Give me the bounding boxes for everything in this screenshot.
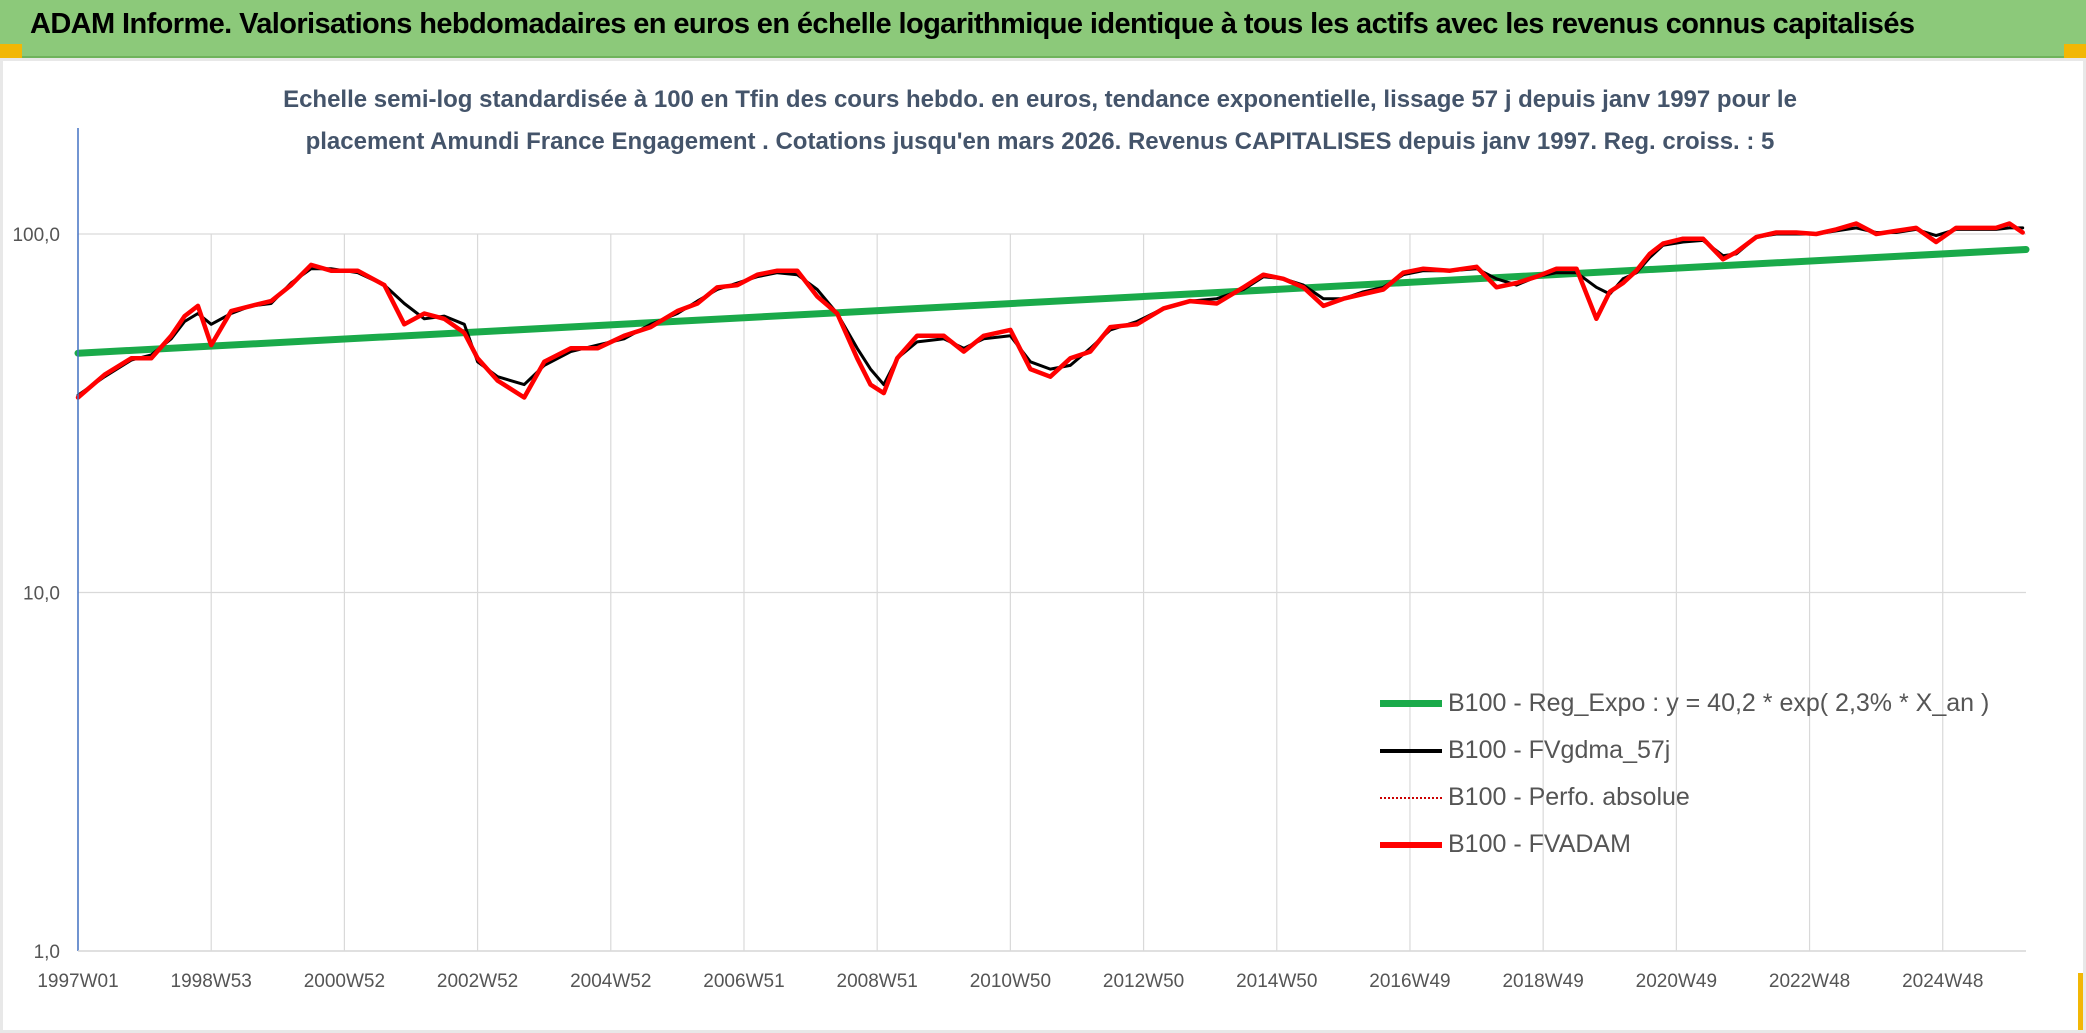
report-banner: ADAM Informe. Valorisations hebdomadaire… [0, 0, 2086, 58]
x-tick-label: 2018W49 [1502, 971, 1583, 992]
x-tick-label: 1997W01 [37, 971, 118, 992]
series-line-perf [77, 222, 2024, 399]
legend-label-trend: B100 - Reg_Expo : y = 40,2 * exp( 2,3% *… [1448, 689, 1990, 717]
legend-swatch-trend [1380, 700, 1442, 707]
chart-legend: B100 - Reg_Expo : y = 40,2 * exp( 2,3% *… [1380, 680, 1989, 868]
chart-subtitle-line1: Echelle semi-log standardisée à 100 en T… [283, 86, 1797, 113]
x-tick-label: 2016W49 [1369, 971, 1450, 992]
corner-marker [0, 44, 22, 58]
x-tick-label: 2012W50 [1103, 971, 1184, 992]
chart-frame [0, 58, 2086, 1033]
x-tick-label: 2002W52 [437, 971, 518, 992]
legend-swatch-fvadam [1380, 841, 1442, 848]
legend-label-perf: B100 - Perfo. absolue [1448, 783, 1690, 811]
x-tick-label: 1998W53 [171, 971, 252, 992]
legend-label-fvadam: B100 - FVADAM [1448, 830, 1631, 858]
x-tick-label: 2004W52 [570, 971, 651, 992]
legend-label-smooth: B100 - FVgdma_57j [1448, 736, 1671, 764]
x-tick-label: 2024W48 [1902, 971, 1983, 992]
y-tick-label: 100,0 [12, 225, 60, 246]
legend-swatch-perf [1380, 796, 1442, 799]
series-line-smooth [76, 226, 2025, 397]
x-tick-label: 2006W51 [703, 971, 784, 992]
axes: 100,0 10,0 1,0 1997W01 1998W53 2000W52 2002W52… [12, 128, 2026, 992]
x-tick-label: 2000W52 [304, 971, 385, 992]
x-tick-label: 2022W48 [1769, 971, 1850, 992]
series-line-fvadam [75, 221, 2025, 400]
legend-item-perf: B100 - Perfo. absolue [1380, 774, 1989, 821]
x-tick-label: 2020W49 [1636, 971, 1717, 992]
legend-item-fvadam: B100 - FVADAM [1380, 821, 1989, 868]
chart-subtitle-line2: placement Amundi France Engagement . Cot… [305, 128, 1775, 155]
x-tick-label: 2010W50 [970, 971, 1051, 992]
x-tick-label: 2014W50 [1236, 971, 1317, 992]
series-line-trend [74, 246, 2030, 357]
y-tick-label: 1,0 [34, 942, 60, 963]
series-lines [74, 221, 2030, 400]
legend-swatch-smooth [1380, 748, 1442, 753]
report-title: ADAM Informe. Valorisations hebdomadaire… [30, 8, 1915, 40]
x-tick-label: 2008W51 [837, 971, 918, 992]
y-tick-label: 10,0 [23, 584, 60, 605]
legend-item-trend: B100 - Reg_Expo : y = 40,2 * exp( 2,3% *… [1380, 680, 1989, 727]
corner-marker [2064, 44, 2086, 58]
corner-marker [2078, 973, 2086, 1033]
legend-item-smooth: B100 - FVgdma_57j [1380, 727, 1989, 774]
